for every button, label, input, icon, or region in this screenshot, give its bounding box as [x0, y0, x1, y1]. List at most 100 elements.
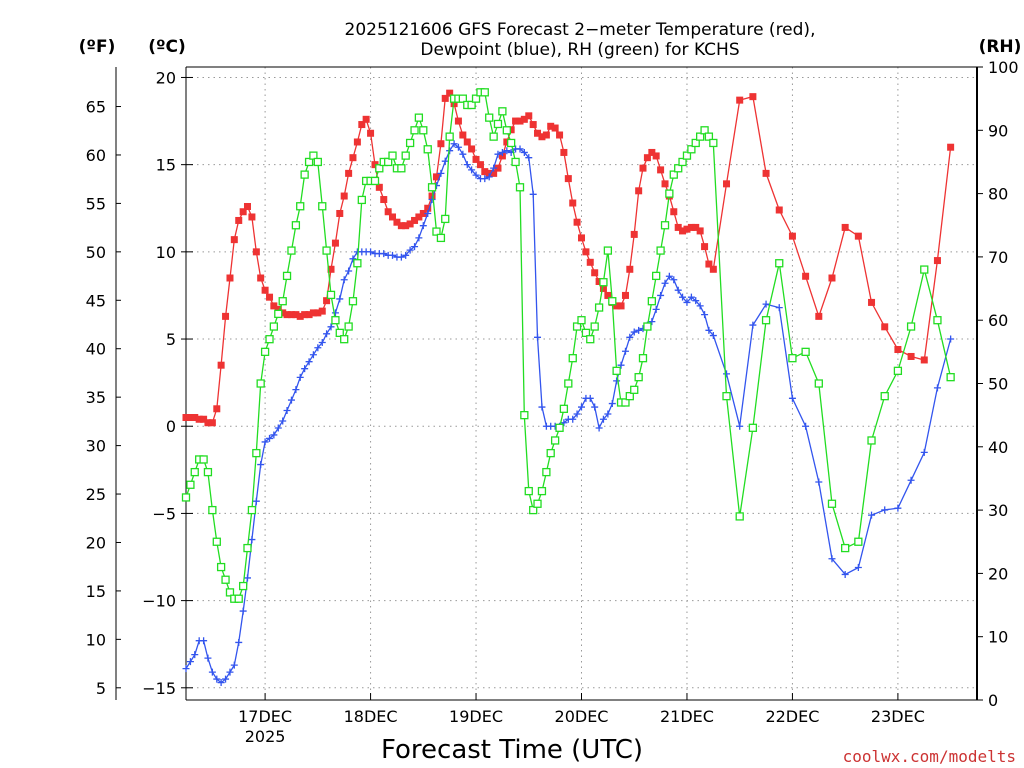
rh-point — [274, 309, 283, 319]
dewpoint-point — [182, 665, 190, 673]
rh-point — [638, 354, 648, 363]
dewpoint-point — [586, 394, 594, 402]
dewpoint-point — [327, 323, 335, 331]
fahrenheit-tick-label: 45 — [86, 291, 106, 310]
celsius-tick-label: 0 — [166, 417, 176, 436]
dewpoint-point — [292, 386, 300, 394]
temperature-point — [340, 192, 348, 200]
fahrenheit-tick-label: 40 — [86, 340, 106, 359]
rh-point — [388, 151, 397, 160]
temperature-point — [569, 199, 577, 207]
temperature-point — [248, 213, 256, 221]
dewpoint-point — [701, 311, 709, 319]
temperature-point — [868, 298, 876, 306]
rh-point — [524, 486, 533, 496]
x-tick-label: 22DEC — [765, 707, 819, 726]
celsius-tick-label: −15 — [142, 679, 176, 698]
dewpoint-point — [283, 407, 291, 415]
temperature-point — [854, 232, 862, 240]
celsius-tick-label: −10 — [142, 592, 176, 611]
series-dewpoint — [182, 140, 955, 687]
rh-point — [608, 297, 617, 306]
temperature-point — [367, 129, 375, 137]
temperature-point — [762, 169, 770, 177]
rh-point — [515, 183, 525, 192]
dewpoint-point — [274, 424, 282, 432]
rh-point — [678, 157, 687, 167]
fahrenheit-tick-label: 65 — [86, 98, 106, 117]
rh-point — [243, 543, 252, 553]
rh-point — [256, 379, 265, 388]
temperature-point — [287, 311, 295, 319]
temperature-point — [230, 236, 238, 244]
rh-point — [586, 335, 595, 344]
rh-point — [467, 100, 476, 110]
rh-point — [203, 467, 213, 477]
temperature-point — [213, 405, 221, 413]
dewpoint-point — [665, 272, 673, 280]
temperature-point — [933, 257, 941, 265]
temperature-point — [639, 164, 647, 172]
fahrenheit-tick-label: 35 — [86, 388, 106, 407]
rh-point — [599, 278, 608, 287]
fahrenheit-tick-label: 5 — [96, 679, 106, 698]
temperature-point — [621, 291, 629, 299]
temperature-point — [490, 169, 498, 177]
rh-point — [748, 423, 758, 432]
dewpoint-point — [578, 403, 585, 411]
rh-point — [269, 322, 279, 331]
celsius-tick-label: 20 — [156, 68, 176, 87]
temperature-point — [520, 115, 528, 123]
dewpoint-point — [648, 318, 656, 326]
temperature-point — [446, 89, 454, 97]
rh-point — [555, 423, 564, 432]
rh-point — [687, 145, 696, 154]
dewpoint-point — [525, 154, 533, 162]
dewpoint-point — [709, 332, 717, 340]
dewpoint-point — [670, 276, 678, 284]
dewpoint-point — [345, 267, 353, 275]
dewpoint-point — [788, 394, 796, 402]
rh-point — [304, 157, 314, 167]
rh-point — [546, 448, 555, 458]
chart-title-line-2: Dewpoint (blue), RH (green) for KCHS — [420, 40, 739, 60]
rh-point — [634, 373, 643, 382]
dewpoint-point — [402, 251, 410, 259]
dewpoint-point — [828, 555, 836, 563]
dewpoint-point — [204, 654, 212, 662]
dewpoint-point — [569, 415, 577, 423]
rh-tick-label: 90 — [988, 121, 1008, 140]
dewpoint-point — [222, 675, 230, 683]
temperature-point — [283, 311, 291, 319]
rh-point — [665, 189, 674, 198]
celsius-unit-label: (ºC) — [148, 37, 186, 57]
chart-title-line-1: 2025121606 GFS Forecast 2−meter Temperat… — [345, 20, 816, 40]
rh-point — [331, 316, 340, 325]
dewpoint-point — [415, 234, 423, 242]
rh-point — [441, 214, 450, 224]
dewpoint-point — [775, 304, 783, 312]
dewpoint-point — [239, 607, 247, 615]
rh-point — [529, 505, 538, 515]
dewpoint-point — [437, 169, 445, 177]
temperature-point — [476, 161, 484, 169]
rh-point — [181, 493, 191, 502]
dewpoint-point — [336, 295, 344, 303]
temperature-point — [318, 307, 326, 315]
dewpoint-point — [186, 658, 194, 666]
temperature-point — [226, 274, 234, 282]
rh-point — [827, 499, 837, 508]
fahrenheit-tick-label: 60 — [86, 146, 106, 165]
dewpoint-point — [604, 410, 612, 418]
rh-point — [436, 233, 446, 243]
rh-point — [656, 246, 665, 255]
rh-point — [384, 157, 393, 167]
temperature-point — [200, 415, 208, 423]
rh-point — [458, 94, 468, 103]
temperature-point — [617, 302, 625, 310]
temperature-point — [599, 284, 607, 292]
rh-point — [300, 170, 309, 179]
fahrenheit-tick-label: 10 — [86, 630, 106, 649]
dewpoint-point — [406, 246, 414, 254]
dewpoint-point — [538, 403, 546, 411]
